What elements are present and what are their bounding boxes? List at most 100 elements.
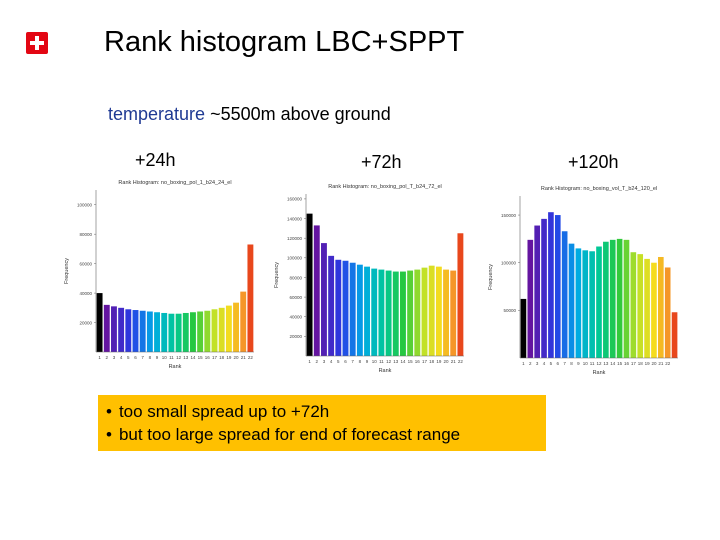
histogram-bar [407,270,414,356]
y-tick-label: 100000 [77,203,93,208]
y-tick-label: 60000 [79,261,92,266]
x-tick-label: 17 [631,361,637,366]
bullet-item: • but too large spread for end of forecas… [106,425,461,444]
x-tick-label: 18 [429,359,435,364]
x-tick-label: 21 [658,361,664,366]
y-axis-label: Frequency [274,262,280,288]
x-tick-label: 8 [359,359,362,364]
histogram-bar [651,262,657,358]
x-tick-label: 5 [337,359,340,364]
x-tick-label: 20 [444,359,450,364]
histogram-bar [450,270,457,356]
bullet-item: • too small spread up to +72h [106,402,330,421]
x-tick-label: 11 [169,355,174,360]
histogram-bar [306,213,313,356]
x-tick-label: 15 [198,355,204,360]
x-tick-label: 21 [241,355,247,360]
subtitle-variable: temperature [108,104,206,124]
x-tick-label: 20 [651,361,657,366]
chart-title: Rank Histogram: no_boxing_pol_T_b24_72_e… [328,184,441,190]
y-tick-label: 20000 [289,334,302,339]
x-tick-label: 10 [583,361,589,366]
histogram-bar [554,215,561,358]
histogram-bar [658,256,664,358]
histogram-bar [313,225,320,356]
histogram-bar [356,264,363,356]
y-axis-label: Frequency [64,258,70,284]
x-tick-label: 1 [98,355,101,360]
histogram-bar [211,309,218,352]
histogram-bar [132,310,139,352]
x-tick-label: 7 [351,359,354,364]
x-tick-label: 3 [113,355,116,360]
summary-note: • too small spread up to +72h • but too la… [98,395,546,451]
lead-label-24h: +24h [135,150,176,170]
x-tick-label: 17 [212,355,218,360]
x-tick-label: 7 [141,355,144,360]
x-tick-label: 12 [176,355,182,360]
histogram-bar [349,262,356,356]
histogram-bar [328,255,335,356]
x-tick-label: 12 [386,359,392,364]
x-tick-label: 3 [536,361,539,366]
histogram-bar [247,244,254,352]
x-axis-label: Rank [593,370,606,376]
histogram-bar [589,251,595,358]
histogram-bar [96,293,103,352]
y-tick-label: 40000 [79,291,92,296]
histogram-bar [664,267,671,358]
histogram-bar [321,243,327,356]
histogram-bar [561,231,568,358]
rank-histogram-120h: Rank Histogram: no_boxing_vol_T_b24_120_… [488,186,678,376]
histogram-bar [671,312,678,358]
lead-label-120h: +120h [568,152,619,172]
x-tick-label: 20 [234,355,240,360]
x-tick-label: 6 [344,359,347,364]
y-tick-label: 100000 [501,261,517,266]
x-tick-label: 2 [106,355,109,360]
histogram-bar [630,252,637,358]
x-tick-label: 19 [436,359,442,364]
x-tick-label: 4 [330,359,333,364]
y-tick-label: 120000 [287,236,303,241]
x-tick-label: 4 [543,361,546,366]
x-tick-label: 21 [451,359,457,364]
x-tick-label: 22 [665,361,671,366]
x-tick-label: 19 [645,361,651,366]
histogram-bar [392,271,399,356]
x-tick-label: 13 [603,361,609,366]
histogram-bar [146,311,153,352]
chart-title: Rank Histogram: no_boxing_pol_1_b24_24_e… [118,180,231,186]
rank-histogram-24h: Rank Histogram: no_boxing_pol_1_b24_24_e… [64,180,254,370]
histogram-bar [400,271,406,356]
histogram-bar [233,302,239,352]
x-tick-label: 11 [379,359,384,364]
chart-title: Rank Histogram: no_boxing_vol_T_b24_120_… [541,186,657,192]
x-tick-label: 9 [156,355,159,360]
histogram-bar [527,239,534,358]
histogram-bar [520,298,527,358]
y-tick-label: 140000 [287,216,303,221]
y-tick-label: 160000 [287,197,303,202]
histogram-bar [534,225,540,358]
x-tick-label: 22 [458,359,464,364]
histogram-bar [385,270,392,356]
histogram-bar [342,260,349,356]
histogram-bar [623,239,630,358]
histogram-bar [175,313,182,352]
x-tick-label: 15 [408,359,414,364]
histogram-bar [378,269,385,356]
x-tick-label: 15 [617,361,623,366]
histogram-bar [139,310,146,352]
histogram-bar [616,238,623,358]
histogram-bar [414,269,421,356]
histogram-bar [161,312,168,352]
x-tick-label: 14 [610,361,616,366]
histogram-bar [568,243,575,358]
histogram-bar [435,266,442,356]
histogram-bar [541,218,547,358]
histogram-bar [637,254,644,358]
subtitle: temperature ~5500m above ground [108,104,391,125]
histogram-bar [596,246,602,358]
x-tick-label: 12 [596,361,602,366]
